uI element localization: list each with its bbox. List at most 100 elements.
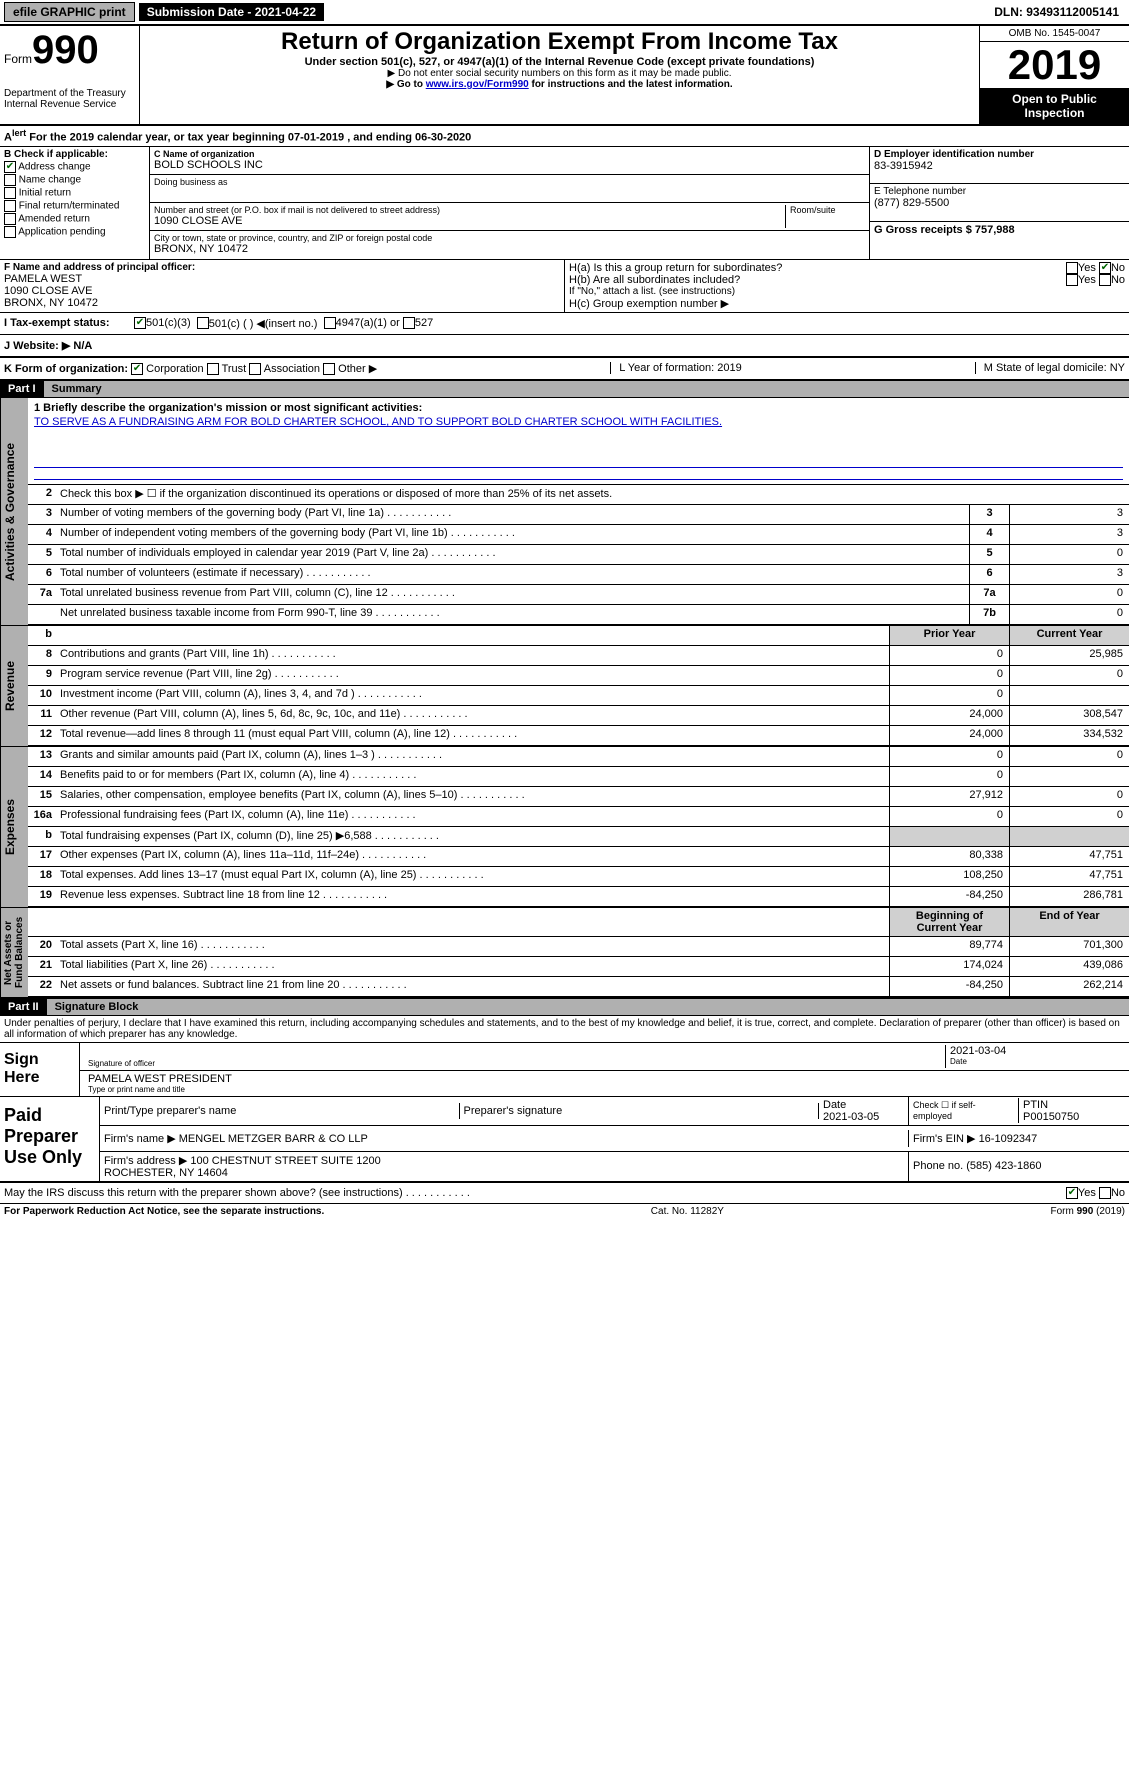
table-row: 5Total number of individuals employed in…	[28, 545, 1129, 565]
table-row: 18Total expenses. Add lines 13–17 (must …	[28, 867, 1129, 887]
chk-other[interactable]	[323, 363, 335, 375]
row-i: I Tax-exempt status: 501(c)(3) 501(c) ( …	[0, 313, 1129, 335]
chk-initial-return[interactable]: Initial return	[4, 187, 145, 199]
part1-title: Summary	[44, 381, 1129, 397]
ein-label: D Employer identification number	[874, 149, 1125, 160]
col-b-hdr: b	[28, 626, 56, 645]
firm-name-lbl: Firm's name ▶	[104, 1133, 176, 1145]
footer-right: Form 990 (2019)	[1051, 1206, 1125, 1217]
sub3-post: for instructions and the latest informat…	[529, 79, 733, 90]
chk-amended-return[interactable]: Amended return	[4, 213, 145, 225]
discuss-yes-chk[interactable]	[1066, 1187, 1078, 1199]
org-name-label: C Name of organization	[154, 149, 865, 159]
sub3-pre: ▶ Go to	[386, 79, 425, 90]
chk-527[interactable]	[403, 317, 415, 329]
sig-date: 2021-03-04	[950, 1045, 1121, 1057]
city-label: City or town, state or province, country…	[154, 233, 865, 243]
table-row: 4Number of independent voting members of…	[28, 525, 1129, 545]
paid-preparer-label: Paid Preparer Use Only	[0, 1097, 100, 1181]
table-row: 10Investment income (Part VIII, column (…	[28, 686, 1129, 706]
chk-501c[interactable]	[197, 317, 209, 329]
beg-year-hdr: Beginning of Current Year	[889, 908, 1009, 936]
ptin-lbl: PTIN	[1023, 1099, 1125, 1111]
chk-final-return[interactable]: Final return/terminated	[4, 200, 145, 212]
top-bar: efile GRAPHIC print Submission Date - 20…	[0, 0, 1129, 26]
hb-yes[interactable]: Yes	[1078, 274, 1096, 286]
sign-here-label: Sign Here	[0, 1043, 80, 1096]
sig-declaration: Under penalties of perjury, I declare th…	[0, 1016, 1129, 1042]
hb-note: If "No," attach a list. (see instruction…	[569, 286, 1125, 297]
chk-trust[interactable]	[207, 363, 219, 375]
date-lbl: Date	[950, 1057, 1121, 1066]
firm-phone-lbl: Phone no.	[913, 1160, 963, 1172]
sig-officer-lbl: Signature of officer	[88, 1059, 941, 1068]
officer-addr2: BRONX, NY 10472	[4, 297, 560, 309]
discuss-row: May the IRS discuss this return with the…	[0, 1183, 1129, 1204]
discuss-no: No	[1111, 1187, 1125, 1199]
mission-block: 1 Briefly describe the organization's mi…	[28, 398, 1129, 485]
footer: For Paperwork Reduction Act Notice, see …	[0, 1204, 1129, 1219]
chk-name-change[interactable]: Name change	[4, 174, 145, 186]
subtitle-2: ▶ Do not enter social security numbers o…	[144, 68, 975, 79]
current-year-hdr: Current Year	[1009, 626, 1129, 645]
opt-527: 527	[415, 317, 433, 329]
box-h: H(a) Is this a group return for subordin…	[565, 260, 1129, 312]
table-row: bTotal fundraising expenses (Part IX, co…	[28, 827, 1129, 847]
end-year-hdr: End of Year	[1009, 908, 1129, 936]
chk-4947[interactable]	[324, 317, 336, 329]
website-value: N/A	[73, 340, 92, 352]
org-name: BOLD SCHOOLS INC	[154, 159, 865, 171]
part1-body: Activities & Governance 1 Briefly descri…	[0, 398, 1129, 999]
prep-sig-lbl: Preparer's signature	[464, 1105, 815, 1117]
hb-no[interactable]: No	[1111, 274, 1125, 286]
ha-yes[interactable]: Yes	[1078, 262, 1096, 274]
table-row: 16aProfessional fundraising fees (Part I…	[28, 807, 1129, 827]
tax-period-text: For the 2019 calendar year, or tax year …	[29, 132, 471, 144]
table-row: 17Other expenses (Part IX, column (A), l…	[28, 847, 1129, 867]
dba-label: Doing business as	[154, 177, 865, 187]
firm-addr-lbl: Firm's address ▶	[104, 1155, 187, 1167]
chk-501c3[interactable]	[134, 317, 146, 329]
opt-trust: Trust	[222, 363, 247, 375]
table-row: 12Total revenue—add lines 8 through 11 (…	[28, 726, 1129, 746]
table-row: Net unrelated business taxable income fr…	[28, 605, 1129, 625]
opt-corp: Corporation	[146, 363, 203, 375]
firm-ein-lbl: Firm's EIN ▶	[913, 1133, 976, 1145]
table-row: 21Total liabilities (Part X, line 26)174…	[28, 957, 1129, 977]
vtab-revenue: Revenue	[0, 626, 28, 746]
table-row: 6Total number of volunteers (estimate if…	[28, 565, 1129, 585]
discuss-no-chk[interactable]	[1099, 1187, 1111, 1199]
city-state-zip: BRONX, NY 10472	[154, 243, 865, 255]
gross-receipts: G Gross receipts $ 757,988	[874, 224, 1125, 236]
opt-4947: 4947(a)(1) or	[336, 317, 400, 329]
footer-left: For Paperwork Reduction Act Notice, see …	[4, 1206, 324, 1217]
phone-value: (877) 829-5500	[874, 197, 1125, 209]
officer-h-row: F Name and address of principal officer:…	[0, 260, 1129, 313]
ha-no[interactable]: No	[1111, 262, 1125, 274]
website-label: J Website: ▶	[4, 340, 70, 352]
chk-address-change[interactable]: Address change	[4, 161, 145, 173]
vtab-governance: Activities & Governance	[0, 398, 28, 625]
subtitle-3: ▶ Go to www.irs.gov/Form990 for instruct…	[144, 79, 975, 90]
efile-button[interactable]: efile GRAPHIC print	[4, 2, 135, 22]
chk-corporation[interactable]	[131, 363, 143, 375]
state-domicile: M State of legal domicile: NY	[975, 362, 1125, 374]
line1-label: 1 Briefly describe the organization's mi…	[34, 402, 1123, 414]
addr-label: Number and street (or P.O. box if mail i…	[154, 205, 785, 215]
hc-label: H(c) Group exemption number ▶	[569, 297, 1125, 310]
chk-application-pending[interactable]: Application pending	[4, 226, 145, 238]
part1-badge: Part I	[0, 381, 44, 397]
check-self[interactable]: Check ☐ if self-employed	[909, 1098, 1019, 1123]
table-row: 7aTotal unrelated business revenue from …	[28, 585, 1129, 605]
ein-value: 83-3915942	[874, 160, 1125, 172]
box-b: B Check if applicable: Address change Na…	[0, 147, 150, 259]
table-row: 20Total assets (Part X, line 16)89,77470…	[28, 937, 1129, 957]
irs-link[interactable]: www.irs.gov/Form990	[426, 79, 529, 90]
line2: Check this box ▶ ☐ if the organization d…	[56, 485, 1129, 504]
hb-label: H(b) Are all subordinates included?	[569, 274, 740, 286]
prep-date: 2021-03-05	[823, 1111, 904, 1123]
row-j: J Website: ▶ N/A	[0, 335, 1129, 358]
table-row: 3Number of voting members of the governi…	[28, 505, 1129, 525]
chk-association[interactable]	[249, 363, 261, 375]
table-row: 13Grants and similar amounts paid (Part …	[28, 747, 1129, 767]
